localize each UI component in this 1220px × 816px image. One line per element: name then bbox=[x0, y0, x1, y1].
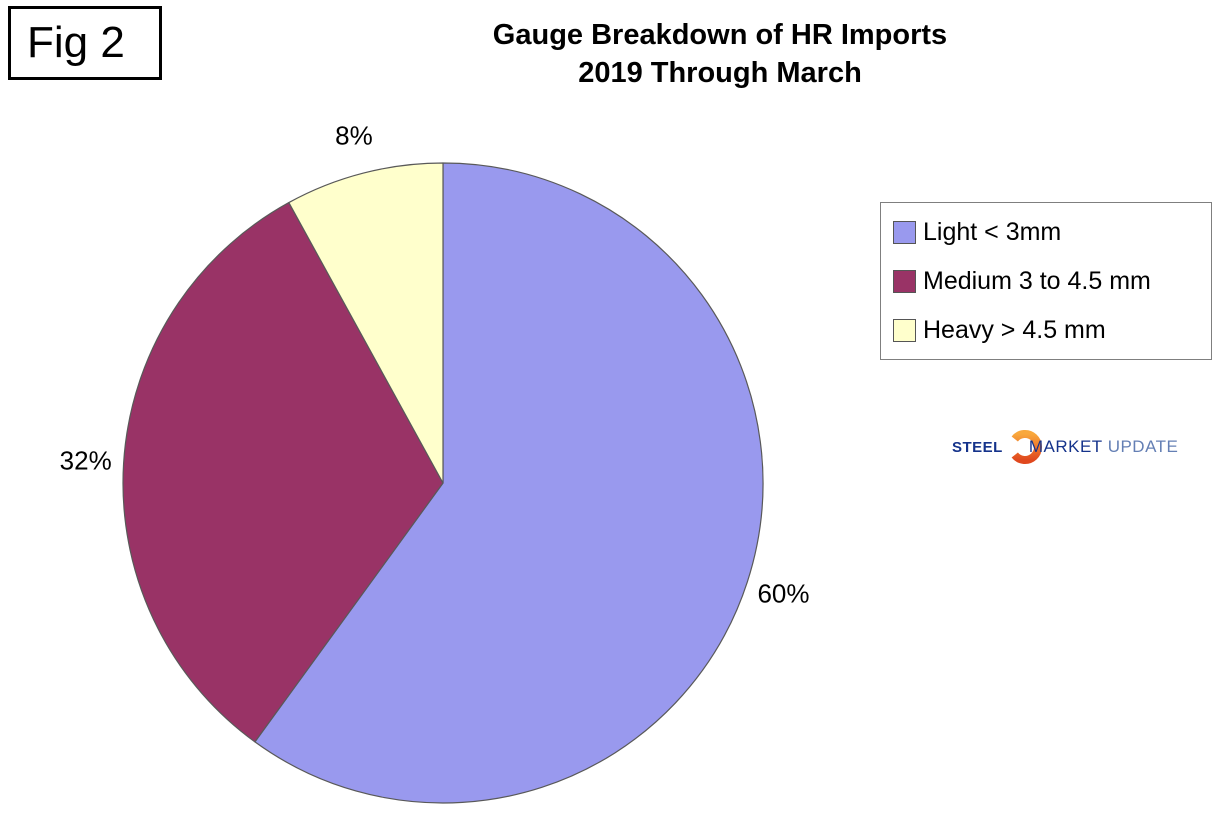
pie-slice-medium bbox=[122, 201, 444, 743]
logo-steel-text: STEEL bbox=[952, 438, 1003, 456]
figure-number-box: Fig 2 bbox=[8, 6, 162, 80]
legend-item-medium: Medium 3 to 4.5 mm bbox=[893, 267, 1199, 295]
legend-label-heavy: Heavy > 4.5 mm bbox=[923, 315, 1106, 344]
legend-item-light: Light < 3mm bbox=[893, 218, 1199, 246]
logo-update-text: UPDATE bbox=[1107, 437, 1179, 456]
chart-title: Gauge Breakdown of HR Imports 2019 Throu… bbox=[420, 16, 1020, 92]
pie-slice-heavy bbox=[288, 162, 444, 484]
legend-item-heavy: Heavy > 4.5 mm bbox=[893, 316, 1199, 344]
legend-swatch-medium bbox=[893, 269, 916, 293]
steel-market-update-logo: STEEL MARKET UPDATE bbox=[952, 426, 1178, 468]
legend-label-medium: Medium 3 to 4.5 mm bbox=[923, 266, 1151, 295]
logo-market-text: MARKET bbox=[1028, 437, 1103, 456]
pie-percentage-label: 8% bbox=[335, 120, 373, 151]
legend-label-light: Light < 3mm bbox=[923, 217, 1062, 246]
chart-title-line2: 2019 Through March bbox=[578, 57, 862, 89]
chart-legend: Light < 3mm Medium 3 to 4.5 mm Heavy > 4… bbox=[880, 202, 1212, 360]
legend-swatch-light bbox=[893, 220, 916, 244]
logo-crescent-icon bbox=[1011, 430, 1042, 464]
figure-number-label: Fig 2 bbox=[27, 18, 125, 67]
legend-swatch-heavy bbox=[893, 318, 916, 342]
pie-slice-light bbox=[254, 162, 764, 804]
pie-percentage-label: 60% bbox=[757, 578, 810, 609]
pie-percentage-label: 32% bbox=[59, 445, 112, 476]
chart-title-line1: Gauge Breakdown of HR Imports bbox=[492, 19, 948, 51]
